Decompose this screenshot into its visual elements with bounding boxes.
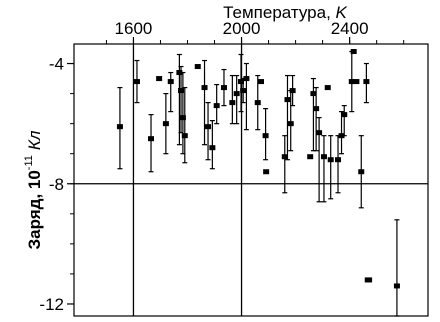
data-point — [348, 79, 355, 85]
data-point — [179, 115, 186, 121]
data-point — [289, 88, 296, 94]
data-point — [209, 145, 216, 151]
data-point — [327, 157, 334, 163]
data-point — [353, 79, 360, 85]
data-point — [287, 121, 294, 127]
data-point — [335, 157, 342, 163]
data-point — [324, 85, 331, 91]
data-point — [393, 283, 400, 289]
data-point — [233, 91, 240, 97]
data-point — [338, 133, 345, 139]
ticks — [67, 37, 405, 305]
data-point — [358, 169, 365, 175]
y-tick-label: -8 — [49, 175, 64, 194]
x-tick-label: 1600 — [115, 19, 153, 38]
y-tick-label: -4 — [49, 55, 64, 74]
data-point — [156, 76, 163, 82]
y-tick-labels: -4 -8 -12 — [39, 55, 64, 314]
data-point — [240, 88, 247, 94]
x-tick-label: 2400 — [331, 19, 369, 38]
data-point — [257, 79, 264, 85]
x-axis-title-text: Температура, — [223, 3, 335, 22]
data-point — [281, 154, 288, 160]
y-axis-title-text: Заряд, 10 — [25, 170, 44, 249]
data-point — [341, 112, 348, 118]
y-axis-title: Заряд, 10-11 Кл — [23, 130, 44, 249]
data-point — [310, 91, 317, 97]
data-point — [262, 133, 269, 139]
data-point — [220, 85, 227, 91]
data-point — [366, 277, 373, 283]
data-point — [162, 121, 169, 127]
data-point — [363, 79, 370, 85]
y-axis-unit: Кл — [25, 130, 44, 150]
data-point — [313, 106, 320, 112]
reference-lines — [74, 44, 428, 316]
data-point — [148, 136, 155, 142]
data-point — [238, 79, 245, 85]
data-point — [229, 100, 236, 106]
data-point — [316, 130, 323, 136]
x-axis-unit: K — [336, 3, 348, 22]
data-point — [167, 79, 174, 85]
data-point — [205, 124, 212, 130]
data-point — [201, 85, 208, 91]
x-tick-labels: 1600 2000 2400 — [115, 19, 369, 38]
data-point — [307, 154, 314, 160]
data-point — [133, 79, 140, 85]
data-point — [116, 124, 123, 130]
y-axis-exponent: -11 — [23, 155, 35, 170]
data-point — [320, 154, 327, 160]
data-point — [178, 88, 185, 94]
data-point — [243, 76, 250, 82]
data-point — [181, 133, 188, 139]
data-point — [263, 169, 270, 175]
data-point — [254, 100, 261, 106]
data-point — [176, 70, 183, 76]
plot-frame — [73, 43, 429, 317]
data-point — [350, 49, 357, 55]
y-tick-label: -12 — [39, 295, 64, 314]
data-point — [194, 64, 201, 70]
x-axis-title: Температура, K — [223, 3, 347, 22]
x-tick-label: 2000 — [223, 19, 261, 38]
data-point — [213, 103, 220, 109]
data-point — [284, 97, 291, 103]
data-points — [116, 49, 400, 317]
